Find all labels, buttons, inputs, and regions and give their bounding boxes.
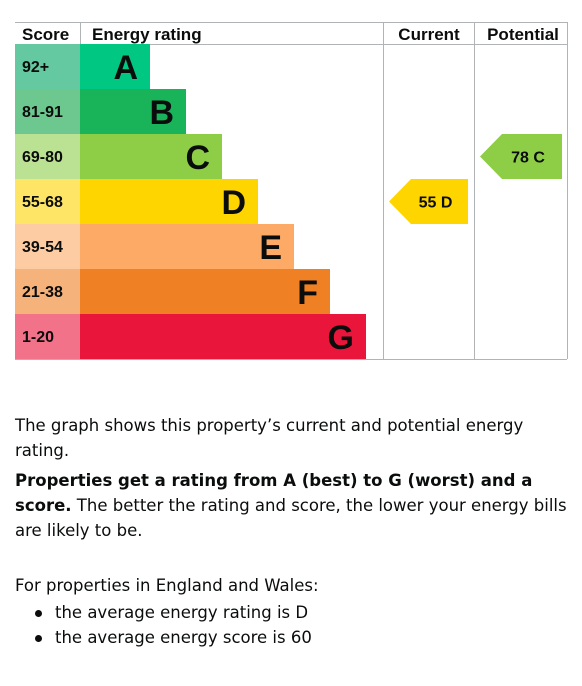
band-bar-f — [80, 269, 330, 314]
score-cell-b — [15, 89, 80, 134]
current-flag-label: 55 D — [419, 195, 453, 212]
score-range-a: 92+ — [22, 59, 49, 76]
rating-flags: 55 D 78 C — [389, 134, 562, 224]
score-cell-e — [15, 224, 80, 269]
band-letter-d: D — [221, 184, 246, 222]
band-bar-a — [80, 44, 150, 89]
score-cell-a — [15, 44, 80, 89]
score-range-b: 81-91 — [22, 104, 63, 121]
band-letter-e: E — [259, 229, 282, 267]
score-range-d: 55-68 — [22, 194, 63, 211]
score-cell-d — [15, 179, 80, 224]
header-current: Current — [398, 25, 460, 44]
score-cell-g — [15, 314, 80, 359]
header-score: Score — [22, 25, 69, 44]
current-flag — [389, 179, 468, 224]
rating-explanation-bold: Properties get a rating from A (best) to… — [15, 470, 533, 515]
potential-flag-label: 78 C — [511, 150, 545, 167]
score-cell-f — [15, 269, 80, 314]
average-list: the average energy rating is D the avera… — [15, 600, 312, 650]
list-item: the average energy score is 60 — [15, 625, 312, 650]
score-range-c: 69-80 — [22, 149, 63, 166]
score-range-e: 39-54 — [22, 239, 63, 256]
band-bar-d — [80, 179, 258, 224]
rating-explanation: Properties get a rating from A (best) to… — [15, 468, 575, 543]
header-energy-rating: Energy rating — [92, 25, 202, 44]
score-range-f: 21-38 — [22, 284, 63, 301]
chart-headers: Score Energy rating Current Potential — [22, 25, 559, 44]
potential-flag — [480, 134, 562, 179]
band-bar-g — [80, 314, 366, 359]
band-letter-b: B — [149, 94, 174, 132]
band-bar-e — [80, 224, 294, 269]
band-letter-c: C — [185, 139, 210, 177]
intro-paragraph: The graph shows this property’s current … — [15, 415, 524, 460]
rating-explanation-rest: The better the rating and score, the low… — [15, 495, 567, 540]
epc-chart: Score Energy rating Current Potential 92… — [15, 22, 568, 360]
england-wales-intro: For properties in England and Wales: — [15, 575, 319, 595]
list-item: the average energy rating is D — [15, 600, 312, 625]
band-letter-a: A — [113, 49, 138, 87]
band-letter-f: F — [297, 274, 318, 312]
band-bar-b — [80, 89, 186, 134]
band-bar-c — [80, 134, 222, 179]
score-cell-c — [15, 134, 80, 179]
score-range-g: 1-20 — [22, 329, 54, 346]
header-potential: Potential — [487, 25, 559, 44]
band-letter-g: G — [328, 319, 354, 357]
rating-bands: 92+ A 81-91 B 69-80 C 55-68 D 39-54 E 21-38 F 1-20 G — [15, 44, 366, 359]
